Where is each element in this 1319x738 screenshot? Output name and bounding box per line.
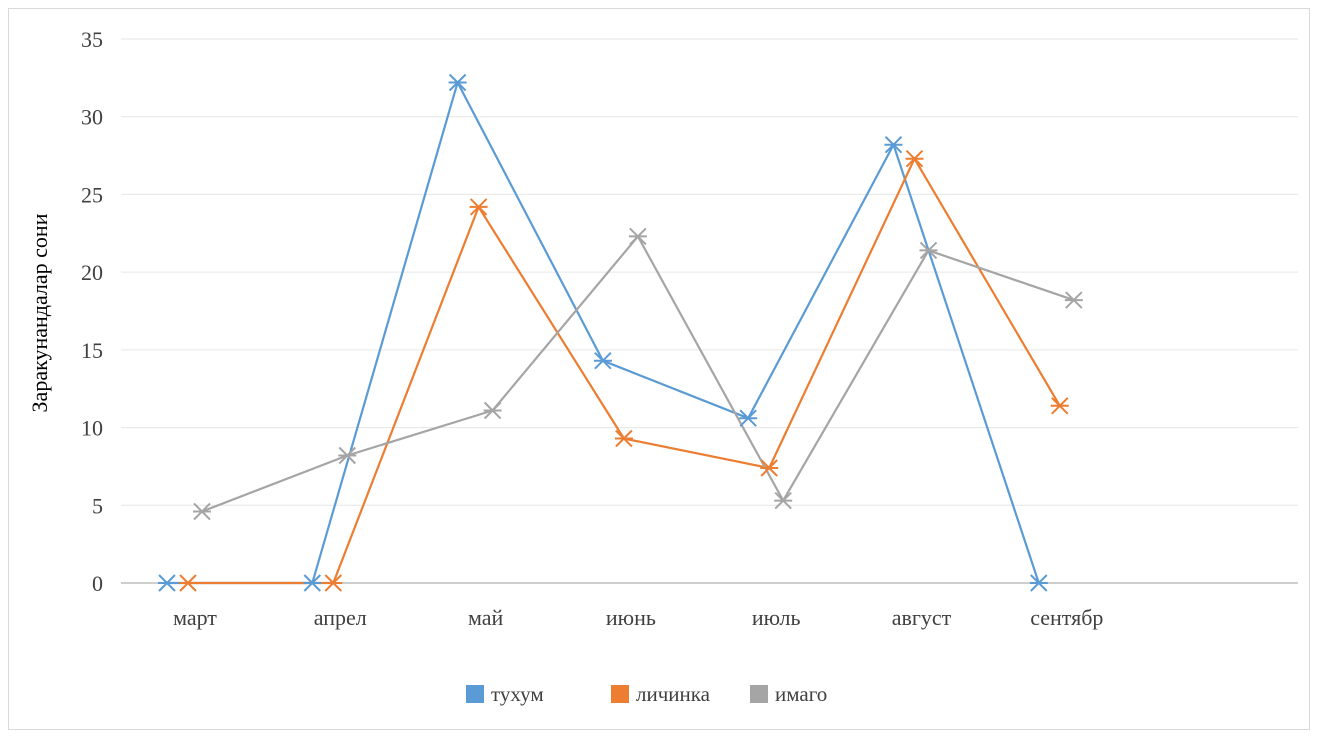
x-tick-label: апрел: [314, 605, 367, 630]
series-3-point-5: [774, 491, 793, 510]
legend: тухум личинка имаго: [466, 682, 827, 706]
y-tick-label: 15: [81, 338, 103, 363]
series-1-point-4: [593, 351, 612, 370]
legend-item-1: тухум: [466, 682, 544, 706]
x-tick-label: сентябр: [1030, 605, 1103, 630]
x-tick-label: май: [468, 605, 504, 630]
axis-labels: 0 5 10 15 20 25 30 35 март апрел май июнь июль август…: [81, 27, 1103, 630]
series-3-point-3: [483, 401, 502, 420]
series-1-point-7: [1029, 574, 1048, 592]
series-1-point-6: [884, 135, 903, 154]
series-lines: [167, 81, 1075, 585]
series-1-point-5: [739, 409, 758, 427]
y-tick-label: 25: [81, 182, 103, 207]
series-markers: [158, 73, 1083, 592]
x-tick-label: март: [173, 605, 217, 630]
series-2-point-3: [469, 198, 488, 216]
series-1-point-1: [158, 574, 176, 592]
legend-swatch: [750, 685, 768, 703]
series-3-point-6: [919, 241, 938, 260]
series-3-point-4: [628, 227, 647, 246]
series-line-2: [188, 157, 1061, 585]
legend-label: имаго: [775, 682, 827, 706]
y-tick-label: 10: [81, 416, 103, 441]
legend-label: личинка: [636, 682, 711, 706]
y-axis-title: Заракунандалар сони: [27, 213, 52, 412]
x-tick-label: август: [892, 605, 952, 630]
chart-frame: [8, 8, 1310, 730]
series-3-point-2: [338, 446, 357, 465]
series-2-point-2: [324, 574, 343, 592]
series-2-point-5: [760, 459, 779, 477]
series-1-point-2: [303, 574, 322, 592]
y-tick-label: 0: [92, 571, 103, 596]
y-tick-label: 35: [81, 27, 103, 52]
series-2-point-4: [614, 429, 633, 448]
series-2-point-1: [179, 574, 197, 592]
x-tick-label: июнь: [606, 605, 656, 630]
y-tick-label: 30: [81, 105, 103, 130]
legend-swatch: [611, 685, 629, 703]
y-tick-label: 20: [81, 260, 103, 285]
x-tick-label: июль: [752, 605, 801, 630]
series-2-point-7: [1050, 397, 1069, 415]
legend-swatch: [466, 685, 484, 703]
series-1-point-3: [448, 73, 467, 92]
legend-item-3: имаго: [750, 682, 827, 706]
series-3-point-1: [193, 502, 211, 521]
legend-item-2: личинка: [611, 682, 711, 706]
legend-label: тухум: [491, 682, 544, 706]
gridlines: [121, 38, 1298, 506]
series-2-point-6: [905, 149, 924, 168]
series-3-point-7: [1064, 291, 1083, 309]
series-line-1: [167, 81, 1040, 585]
y-tick-label: 5: [92, 493, 103, 518]
